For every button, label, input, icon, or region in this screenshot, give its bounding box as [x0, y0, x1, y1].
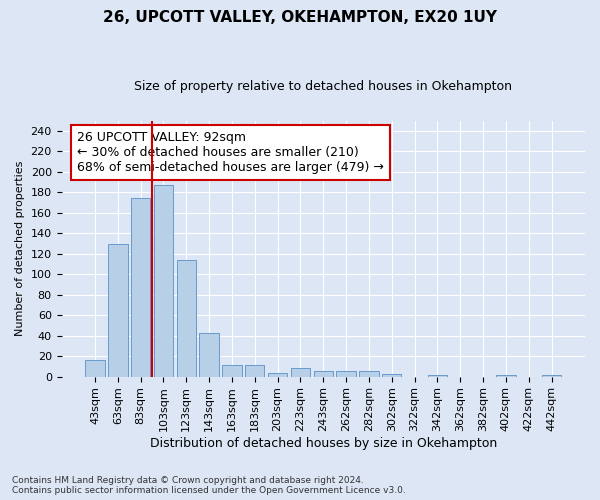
Bar: [85, 360, 105, 376]
Bar: [245, 366, 265, 376]
Text: 26 UPCOTT VALLEY: 92sqm
← 30% of detached houses are smaller (210)
68% of semi-d: 26 UPCOTT VALLEY: 92sqm ← 30% of detache…: [77, 131, 384, 174]
Text: Contains HM Land Registry data © Crown copyright and database right 2024.
Contai: Contains HM Land Registry data © Crown c…: [12, 476, 406, 495]
Bar: [176, 260, 196, 376]
Bar: [359, 372, 379, 376]
Bar: [222, 366, 242, 376]
Bar: [108, 244, 128, 376]
Bar: [291, 368, 310, 376]
Bar: [314, 372, 333, 376]
Text: 26, UPCOTT VALLEY, OKEHAMPTON, EX20 1UY: 26, UPCOTT VALLEY, OKEHAMPTON, EX20 1UY: [103, 10, 497, 25]
Bar: [428, 374, 447, 376]
Bar: [382, 374, 401, 376]
Bar: [199, 332, 219, 376]
Bar: [154, 185, 173, 376]
Y-axis label: Number of detached properties: Number of detached properties: [15, 161, 25, 336]
Bar: [131, 198, 151, 376]
Bar: [496, 374, 515, 376]
Bar: [268, 372, 287, 376]
Bar: [542, 374, 561, 376]
Bar: [337, 372, 356, 376]
Title: Size of property relative to detached houses in Okehampton: Size of property relative to detached ho…: [134, 80, 512, 93]
X-axis label: Distribution of detached houses by size in Okehampton: Distribution of detached houses by size …: [149, 437, 497, 450]
